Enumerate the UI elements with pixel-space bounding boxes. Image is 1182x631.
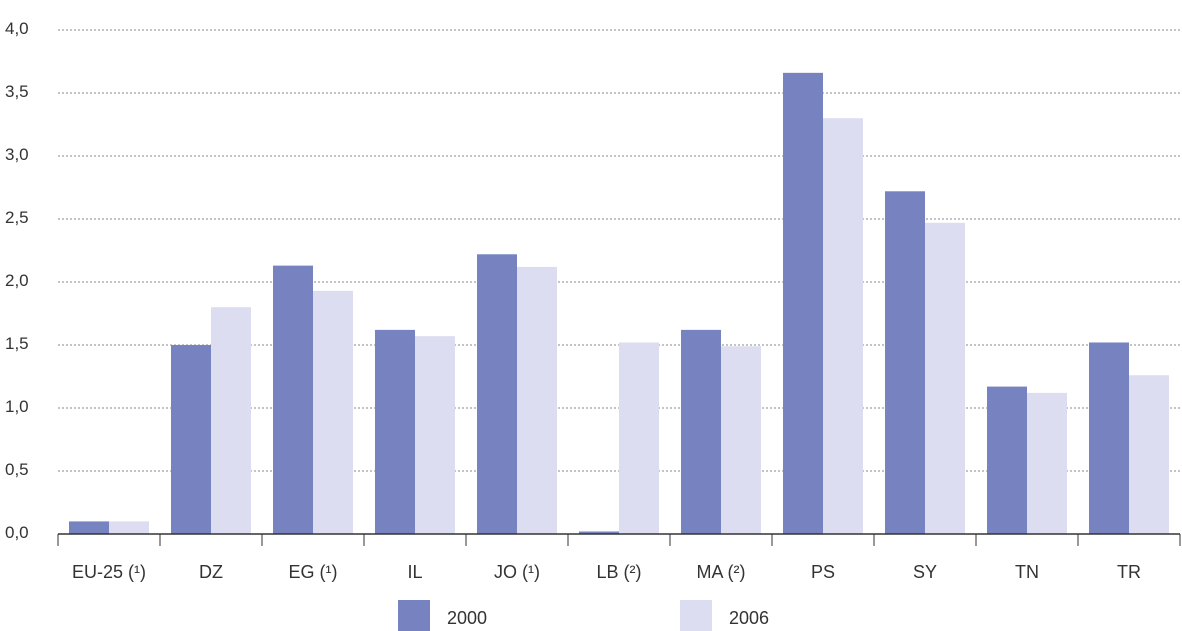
bar-2006-3 bbox=[415, 336, 455, 534]
x-tick-label: JO (¹) bbox=[494, 562, 540, 582]
bar-2000-0 bbox=[69, 521, 109, 534]
bar-2000-6 bbox=[681, 329, 721, 534]
bar-2006-0 bbox=[109, 521, 149, 534]
y-tick-label: 2,0 bbox=[5, 271, 29, 290]
x-tick-label: SY bbox=[913, 562, 937, 582]
bar-2006-8 bbox=[925, 222, 965, 534]
legend-swatch-2006 bbox=[680, 600, 712, 631]
bar-2000-1 bbox=[171, 345, 211, 534]
y-tick-label: 1,0 bbox=[5, 397, 29, 416]
bar-2000-8 bbox=[885, 191, 925, 534]
x-tick-label: MA (²) bbox=[697, 562, 746, 582]
bar-2006-2 bbox=[313, 290, 353, 534]
bar-2006-10 bbox=[1129, 375, 1169, 534]
y-tick-label: 3,5 bbox=[5, 82, 29, 101]
bar-2000-7 bbox=[783, 72, 823, 534]
bar-2006-6 bbox=[721, 346, 761, 534]
x-axis: EU-25 (¹) DZ EG (¹) IL JO (¹) LB (²) MA (²) PS S… bbox=[57, 533, 1181, 582]
bar-2006-5 bbox=[619, 342, 659, 534]
legend-swatch-2000 bbox=[398, 600, 430, 631]
x-tick-label: EU-25 (¹) bbox=[72, 562, 146, 582]
bar-2000-5 bbox=[579, 531, 619, 534]
bar-2006-9 bbox=[1027, 392, 1067, 534]
bar-2000-4 bbox=[477, 254, 517, 534]
legend: 2000 2006 bbox=[398, 600, 769, 631]
bar-2006-1 bbox=[211, 307, 251, 534]
bars bbox=[69, 72, 1169, 534]
y-tick-label: 3,0 bbox=[5, 145, 29, 164]
bar-2006-7 bbox=[823, 118, 863, 534]
y-tick-label: 0,5 bbox=[5, 460, 29, 479]
legend-label-2006: 2006 bbox=[729, 608, 769, 628]
x-tick-label: IL bbox=[407, 562, 422, 582]
bar-2000-2 bbox=[273, 265, 313, 534]
x-tick-label: LB (²) bbox=[597, 562, 642, 582]
y-tick-label: 4,0 bbox=[5, 19, 29, 38]
x-tick-label: PS bbox=[811, 562, 835, 582]
y-tick-label: 2,5 bbox=[5, 208, 29, 227]
bar-2000-3 bbox=[375, 329, 415, 534]
x-tick-label: TN bbox=[1015, 562, 1039, 582]
legend-label-2000: 2000 bbox=[447, 608, 487, 628]
y-tick-label: 1,5 bbox=[5, 334, 29, 353]
x-tick-label: DZ bbox=[199, 562, 223, 582]
x-tick-label: TR bbox=[1117, 562, 1141, 582]
bar-2006-4 bbox=[517, 266, 557, 534]
bar-2000-10 bbox=[1089, 342, 1129, 534]
y-tick-label: 0,0 bbox=[5, 523, 29, 542]
x-tick-label: EG (¹) bbox=[289, 562, 338, 582]
bar-2000-9 bbox=[987, 386, 1027, 534]
y-axis-ticks: 0,0 0,5 1,0 1,5 2,0 2,5 3,0 3,5 4,0 bbox=[5, 19, 29, 542]
